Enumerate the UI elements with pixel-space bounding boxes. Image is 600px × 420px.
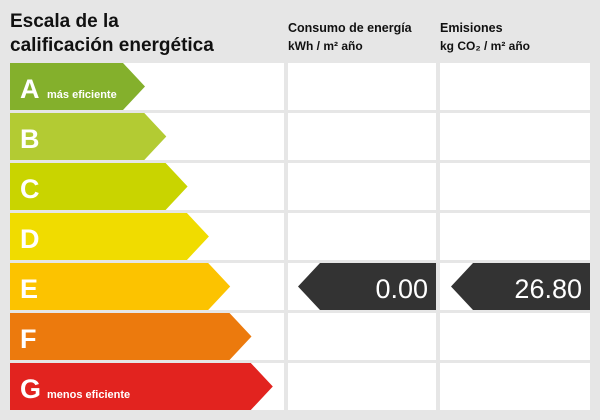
value-cell (440, 63, 590, 110)
indicator-arrow (451, 263, 590, 310)
value-cell (288, 313, 436, 360)
rating-letter: C (20, 174, 40, 204)
value-cell (440, 213, 590, 260)
value-cell (440, 163, 590, 210)
rating-letter: D (20, 224, 40, 254)
value-cell (288, 113, 436, 160)
indicator-value: 26.80 (514, 274, 582, 304)
value-cell (440, 363, 590, 410)
value-cell (288, 163, 436, 210)
rating-arrow (10, 213, 209, 260)
rating-arrow (10, 63, 145, 110)
rating-arrow (10, 163, 188, 210)
rating-letter: B (20, 124, 40, 154)
value-cell (288, 363, 436, 410)
value-cell (288, 63, 436, 110)
rating-letter: E (20, 274, 38, 304)
title: calificación energética (10, 35, 214, 56)
indicator-arrow (298, 263, 436, 310)
column-title: Consumo de energía (288, 21, 413, 35)
rating-note: más eficiente (47, 89, 117, 101)
rating-arrow (10, 363, 273, 410)
rating-note: menos eficiente (47, 389, 130, 401)
rating-arrow (10, 313, 252, 360)
rating-letter: G (20, 374, 41, 404)
rating-arrow (10, 113, 167, 160)
rating-letter: A (20, 74, 40, 104)
rating-letter: F (20, 324, 37, 354)
value-cell (288, 213, 436, 260)
indicator-value: 0.00 (375, 274, 428, 304)
rating-arrow (10, 263, 231, 310)
title: Escala de la (10, 11, 119, 32)
value-cell (440, 313, 590, 360)
column-unit: kg CO₂ / m² año (440, 39, 530, 53)
value-cell (440, 113, 590, 160)
column-title: Emisiones (440, 21, 503, 35)
column-unit: kWh / m² año (288, 39, 363, 53)
